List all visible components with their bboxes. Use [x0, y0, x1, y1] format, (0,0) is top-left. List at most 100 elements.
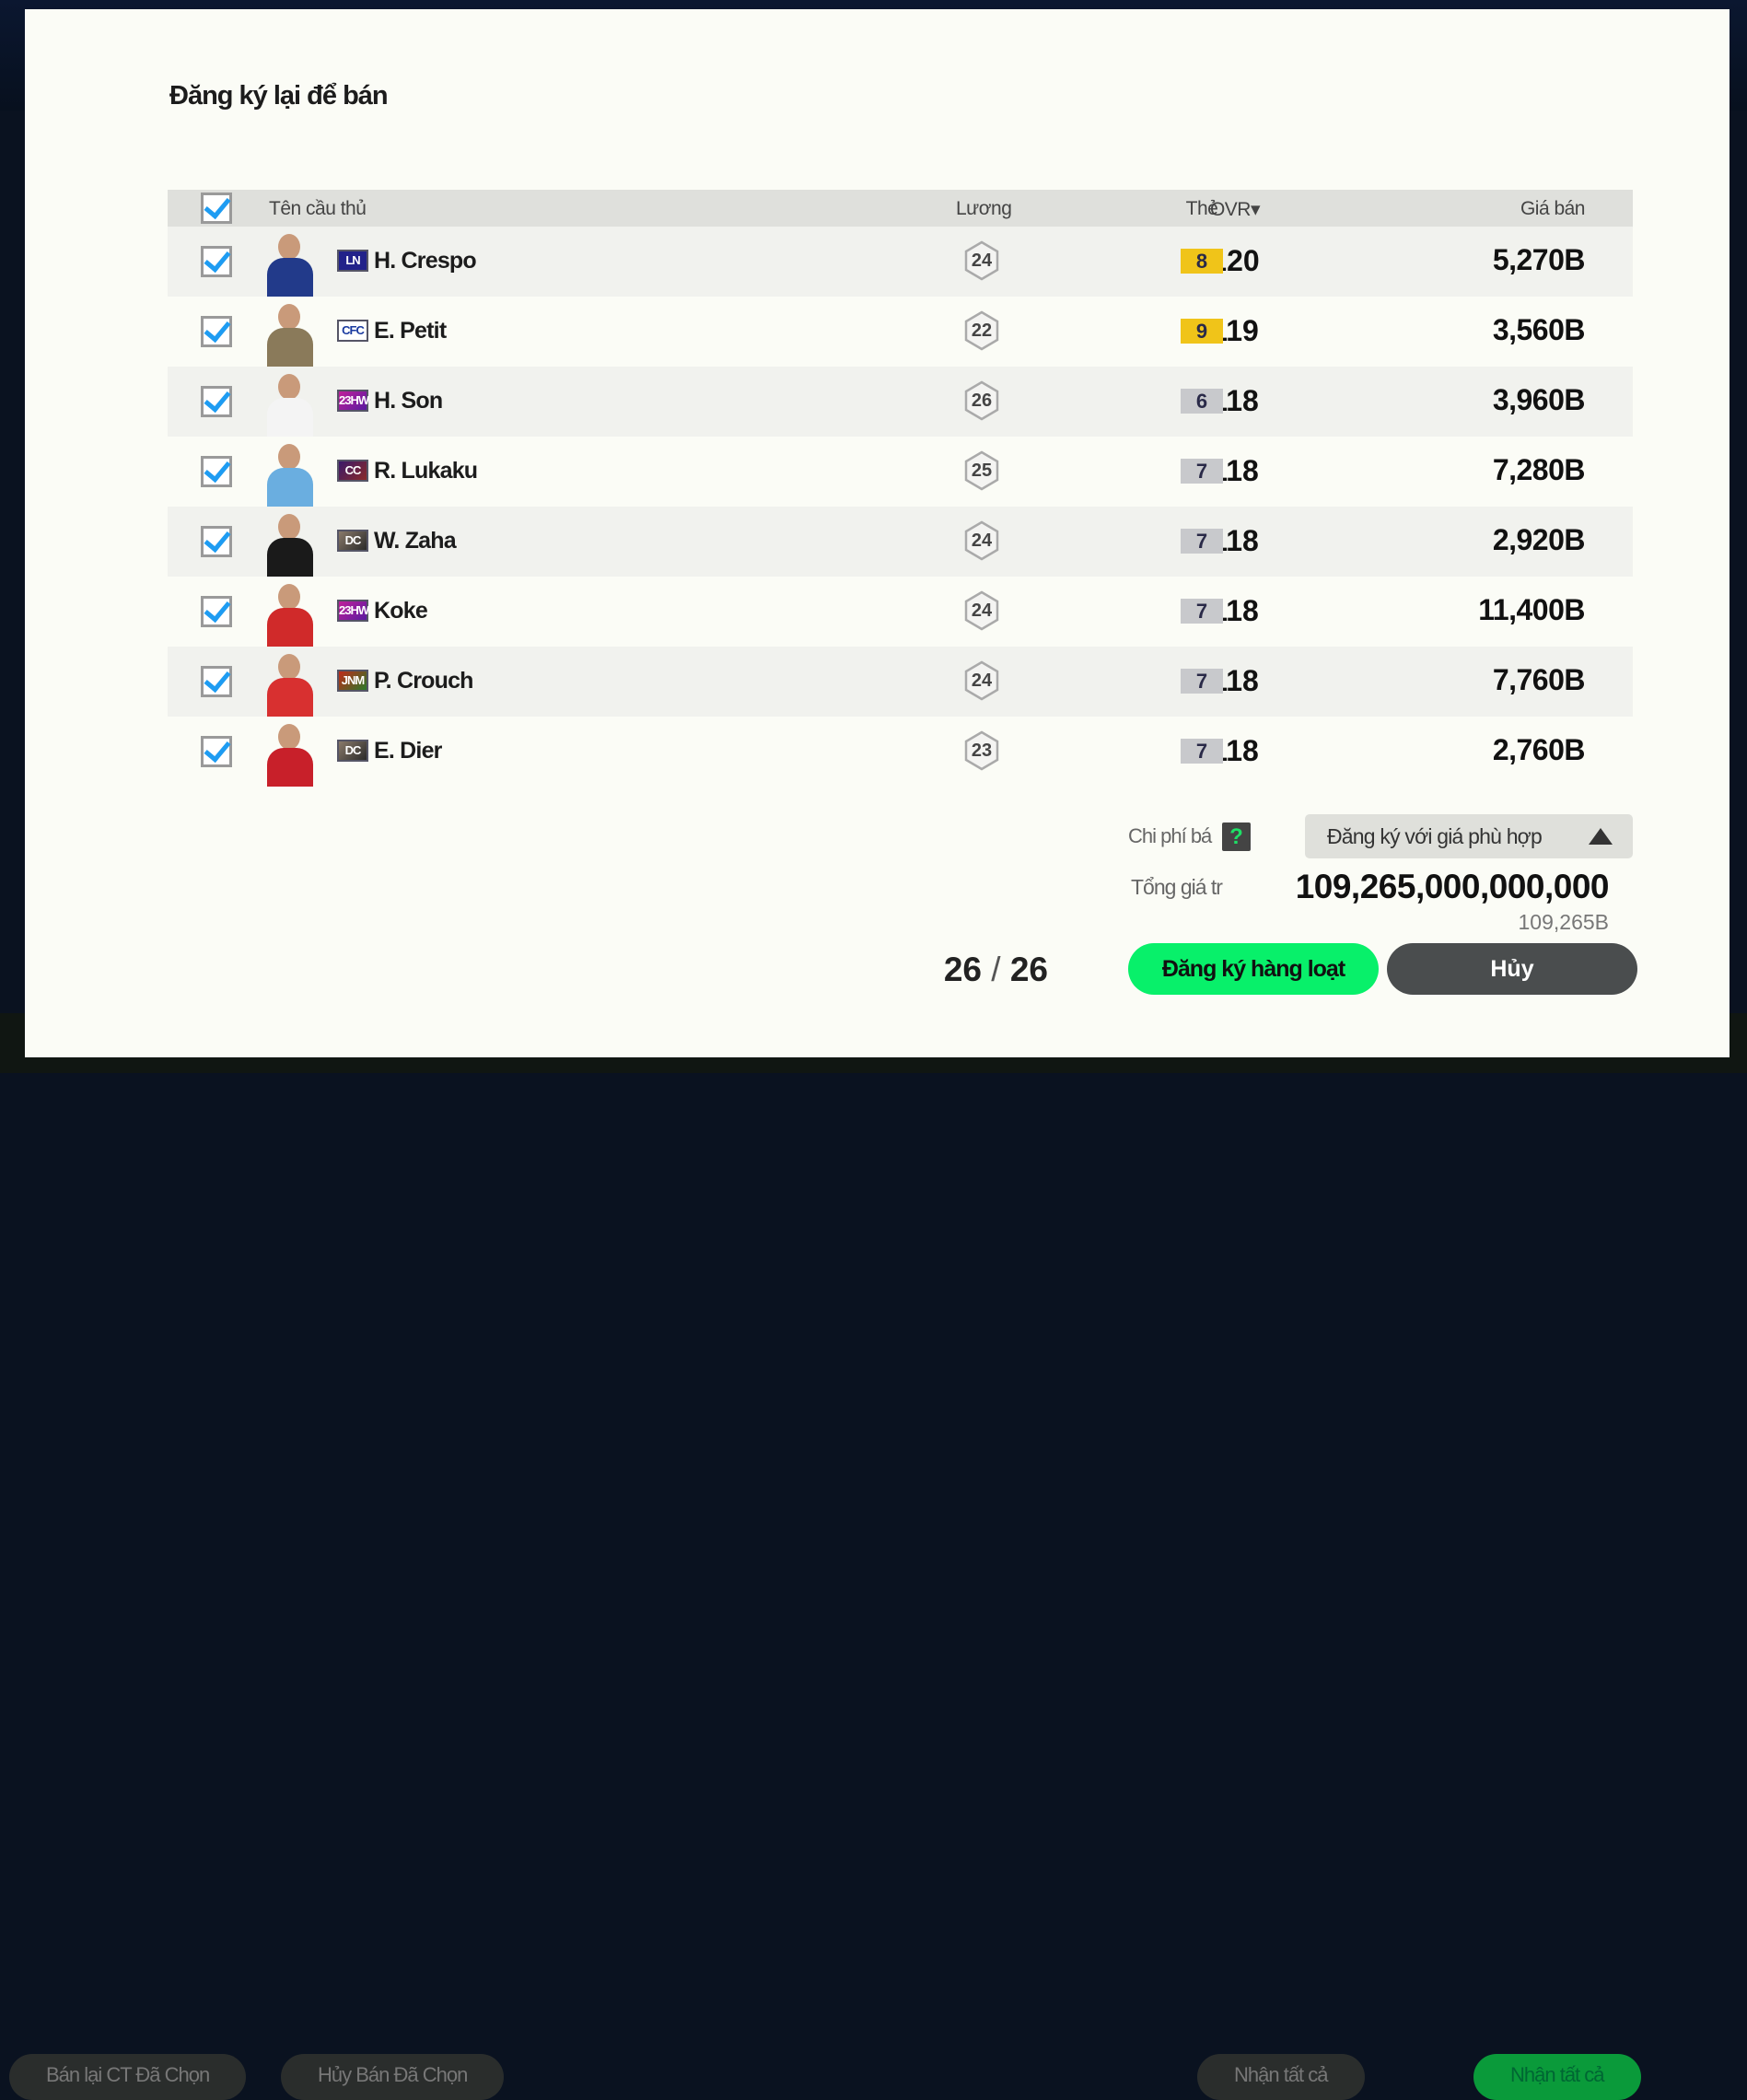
table-row[interactable]: LN H. Crespo 24 120 8 5,270B	[168, 227, 1633, 297]
salary-hexagon-icon: 24	[963, 590, 1000, 631]
sell-price: 2,760B	[1492, 733, 1586, 766]
card-level-badge: 7	[1181, 459, 1223, 484]
player-photo	[256, 440, 324, 507]
help-icon[interactable]: ?	[1222, 822, 1251, 851]
player-name: R. Lukaku	[374, 458, 478, 484]
bg-receive-all-button: Nhận tất cả	[1197, 2054, 1365, 2100]
cancel-button[interactable]: Hủy	[1387, 943, 1637, 995]
salary-hexagon-icon: 23	[963, 730, 1000, 771]
row-checkbox[interactable]	[201, 526, 232, 557]
salary-value: 25	[971, 461, 993, 481]
total-short: 109,265B	[1518, 910, 1609, 934]
sell-price: 3,560B	[1492, 313, 1586, 346]
salary-hexagon-icon: 22	[963, 310, 1000, 351]
header-price[interactable]: Giá bán	[1520, 198, 1586, 219]
player-photo	[256, 300, 324, 367]
card-level-badge: 8	[1181, 249, 1223, 274]
table-row[interactable]: CFC E. Petit 22 119 9 3,560B	[168, 297, 1633, 367]
count-selected: 26	[943, 951, 982, 988]
select-all-checkbox[interactable]	[201, 192, 232, 224]
salary-hexagon-icon: 24	[963, 660, 1000, 701]
table-row[interactable]: CC R. Lukaku 25 118 7 7,280B	[168, 437, 1633, 507]
player-photo	[256, 720, 324, 787]
player-photo	[256, 510, 324, 577]
sell-price: 2,920B	[1492, 523, 1586, 556]
salary-value: 24	[971, 531, 993, 551]
player-name: H. Son	[374, 388, 443, 414]
total-value: 109,265,000,000,000	[1295, 868, 1610, 905]
table-row[interactable]: DC E. Dier 23 118 7 2,760B	[168, 717, 1633, 787]
season-badge-icon: DC	[337, 530, 368, 552]
table-row[interactable]: 23HW Koke 24 118 7 11,400B	[168, 577, 1633, 647]
row-checkbox[interactable]	[201, 246, 232, 277]
row-checkbox[interactable]	[201, 736, 232, 767]
bulk-register-button[interactable]: Đăng ký hàng loạt	[1128, 943, 1379, 995]
card-level-badge: 7	[1181, 529, 1223, 554]
player-photo	[256, 580, 324, 647]
player-name: H. Crespo	[374, 248, 477, 274]
card-level-badge: 6	[1181, 389, 1223, 414]
salary-hexagon-icon: 24	[963, 240, 1000, 281]
salary-hexagon-icon: 24	[963, 520, 1000, 561]
bg-receive-all-green-button: Nhận tất cả	[1473, 2054, 1641, 2100]
header-name[interactable]: Tên cầu thủ	[269, 198, 367, 219]
sell-price: 3,960B	[1492, 383, 1586, 416]
salary-hexagon-icon: 25	[963, 450, 1000, 491]
player-name: E. Petit	[374, 318, 447, 344]
salary-value: 26	[971, 391, 993, 411]
price-mode-dropdown[interactable]: Đăng ký với giá phù hợp	[1305, 814, 1633, 858]
row-checkbox[interactable]	[201, 316, 232, 347]
season-badge-icon: LN	[337, 250, 368, 272]
card-level-badge: 9	[1181, 319, 1223, 344]
table-row[interactable]: DC W. Zaha 24 118 7 2,920B	[168, 507, 1633, 577]
dropdown-value: Đăng ký với giá phù hợp	[1327, 824, 1543, 848]
row-checkbox[interactable]	[201, 596, 232, 627]
row-checkbox[interactable]	[201, 386, 232, 417]
player-name: Koke	[374, 598, 428, 624]
salary-value: 24	[971, 251, 993, 271]
season-badge-icon: JNM	[337, 670, 368, 692]
triangle-up-icon	[1589, 828, 1613, 845]
card-level-badge: 7	[1181, 669, 1223, 694]
player-table: Tên cầu thủ Lương OVR▾ Thẻ Giá bán LN H.…	[168, 190, 1633, 787]
sell-price: 5,270B	[1492, 243, 1586, 276]
player-photo	[256, 370, 324, 437]
row-checkbox[interactable]	[201, 456, 232, 487]
card-level-badge: 7	[1181, 739, 1223, 764]
player-photo	[256, 230, 324, 297]
season-badge-icon: 23HW	[337, 600, 369, 622]
table-row[interactable]: JNM P. Crouch 24 118 7 7,760B	[168, 647, 1633, 717]
bg-resell-selected-button: Bán lại CT Đã Chọn	[9, 2054, 247, 2100]
resell-modal: Đăng ký lại để bán Tên cầu thủ Lương OVR…	[25, 9, 1730, 1057]
count-total: 26	[1009, 951, 1048, 988]
salary-value: 23	[971, 741, 993, 761]
salary-value: 24	[971, 601, 993, 621]
season-badge-icon: CFC	[337, 320, 368, 342]
table-header: Tên cầu thủ Lương OVR▾ Thẻ Giá bán	[168, 190, 1633, 227]
sell-price: 7,280B	[1492, 453, 1586, 486]
row-checkbox[interactable]	[201, 666, 232, 697]
sell-price: 7,760B	[1492, 663, 1586, 696]
salary-hexagon-icon: 26	[963, 380, 1000, 421]
header-card[interactable]: Thẻ	[1185, 198, 1218, 219]
bg-cancel-selected-button: Hủy Bán Đã Chọn	[281, 2054, 505, 2100]
season-badge-icon: CC	[337, 460, 368, 482]
season-badge-icon: DC	[337, 740, 368, 762]
table-row[interactable]: 23HW H. Son 26 118 6 3,960B	[168, 367, 1633, 437]
player-name: E. Dier	[374, 738, 442, 764]
salary-value: 24	[971, 671, 993, 691]
modal-title: Đăng ký lại để bán	[169, 81, 389, 111]
player-name: W. Zaha	[374, 528, 457, 554]
count-separator: /	[991, 951, 1001, 988]
sell-price: 11,400B	[1478, 593, 1585, 626]
cost-label: Chi phí bá	[1128, 824, 1212, 847]
season-badge-icon: 23HW	[337, 390, 369, 412]
header-ovr[interactable]: OVR▾	[1209, 199, 1261, 220]
player-name: P. Crouch	[374, 668, 473, 694]
salary-value: 22	[971, 321, 993, 341]
header-salary[interactable]: Lương	[956, 198, 1012, 219]
card-level-badge: 7	[1181, 599, 1223, 624]
player-photo	[256, 650, 324, 717]
total-label: Tổng giá tr	[1131, 875, 1223, 899]
selection-count: 26 / 26	[944, 951, 1048, 989]
